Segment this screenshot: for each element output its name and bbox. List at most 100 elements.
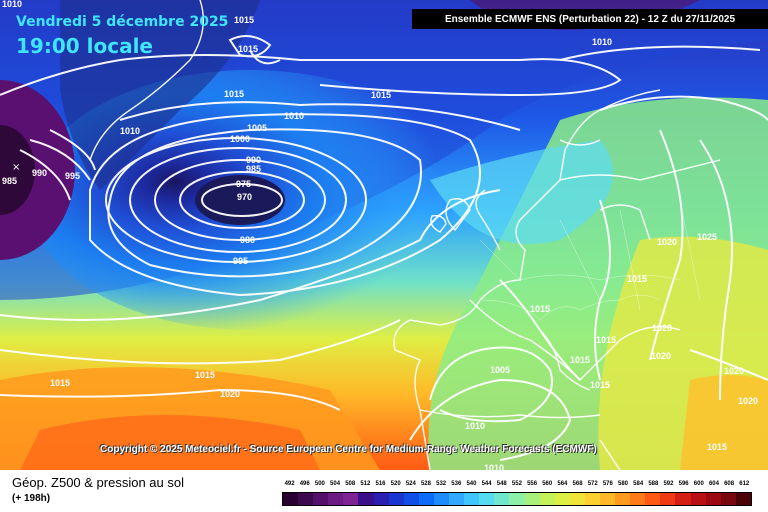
scale-value-532: 532 (436, 481, 447, 487)
label-black-sea-1020: 1020 (738, 396, 758, 406)
scale-value-612: 612 (739, 481, 750, 487)
scale-swatch (298, 493, 314, 505)
label-east-1020: 1020 (651, 351, 671, 361)
label-top-1015: 1015 (234, 15, 254, 25)
scale-swatch (283, 493, 299, 505)
scale-swatch (539, 493, 555, 505)
scale-swatch (328, 493, 344, 505)
color-scale: 492 496 500 504 508 512 516 520 524 528 532 536 540 5… (282, 478, 752, 506)
scale-swatch (569, 493, 585, 505)
label-turkey-1020: 1020 (652, 323, 672, 333)
scale-swatch (660, 493, 676, 505)
label-greenland-1010: 1010 (120, 126, 140, 136)
scale-value-572: 572 (587, 481, 598, 487)
scale-swatch (735, 493, 751, 505)
label-north-atl-1015: 1015 (371, 90, 391, 100)
label-se-1015: 1015 (707, 442, 727, 452)
label-russia-1020: 1020 (657, 237, 677, 247)
scale-value-536: 536 (451, 481, 462, 487)
copyright-notice: Copyright © 2025 Meteociel.fr - Source E… (100, 444, 597, 455)
scale-swatch (509, 493, 525, 505)
scale-swatch (313, 493, 329, 505)
scale-value-512: 512 (360, 481, 371, 487)
label-russia-1025: 1025 (697, 232, 717, 242)
color-scale-labels: 492 496 500 504 508 512 516 520 524 528 532 536 540 5… (282, 478, 752, 490)
scale-swatch (373, 493, 389, 505)
forecast-time: 19:00 locale (16, 34, 153, 58)
scale-value-592: 592 (663, 481, 674, 487)
scale-swatch (358, 493, 374, 505)
variable-title: Géop. Z500 & pression au sol (12, 475, 184, 490)
label-980: 980 (240, 235, 255, 245)
scale-swatch (479, 493, 495, 505)
field-southeast-orange (680, 375, 768, 470)
scale-value-528: 528 (420, 481, 431, 487)
scale-value-548: 548 (496, 481, 507, 487)
label-1005: 1005 (247, 123, 267, 133)
scale-value-508: 508 (345, 481, 356, 487)
scale-swatch (720, 493, 736, 505)
field-west-purple-core (0, 125, 35, 215)
scale-value-564: 564 (557, 481, 568, 487)
scale-swatch (645, 493, 661, 505)
scale-swatch (675, 493, 691, 505)
scale-value-556: 556 (527, 481, 538, 487)
field-light-blue (430, 140, 614, 244)
run-info-banner: Ensemble ECMWF ENS (Perturbation 22) - 1… (412, 9, 768, 29)
label-sw-1015: 1015 (50, 378, 70, 388)
scale-swatch (630, 493, 646, 505)
scale-value-576: 576 (602, 481, 613, 487)
isobars (0, 35, 768, 461)
scale-swatch (524, 493, 540, 505)
field-west-purple-low (0, 80, 75, 260)
label-west-990: 990 (32, 168, 47, 178)
scale-value-544: 544 (481, 481, 492, 487)
color-scale-swatches (282, 492, 752, 506)
scale-swatch (403, 493, 419, 505)
scale-value-516: 516 (375, 481, 386, 487)
scale-value-584: 584 (633, 481, 644, 487)
run-info-text: Ensemble ECMWF ENS (Perturbation 22) - 1… (444, 13, 736, 25)
low-center-marker: × (12, 162, 20, 173)
scale-swatch (388, 493, 404, 505)
scale-swatch (554, 493, 570, 505)
scale-swatch (615, 493, 631, 505)
label-africa-1010: 1010 (484, 463, 504, 470)
field-southwest-red (20, 415, 320, 470)
label-mideast-1020: 1020 (724, 366, 744, 376)
label-1000: 1000 (230, 134, 250, 144)
scale-value-580: 580 (618, 481, 629, 487)
scale-swatch (599, 493, 616, 505)
label-iberia-1010: 1010 (465, 421, 485, 431)
greenland-landmass (60, 0, 260, 190)
label-west-995: 995 (65, 171, 80, 181)
scale-swatch (705, 493, 721, 505)
scale-value-552: 552 (511, 481, 522, 487)
label-iceland-1015: 1015 (238, 44, 258, 54)
scale-value-540: 540 (466, 481, 477, 487)
label-iceland2-1015: 1015 (224, 89, 244, 99)
label-france-1015: 1015 (530, 304, 550, 314)
scale-swatch (690, 493, 706, 505)
scale-value-596: 596 (678, 481, 689, 487)
scale-value-500: 500 (314, 481, 325, 487)
label-azores-1020: 1020 (220, 389, 240, 399)
label-975: 975 (236, 179, 251, 189)
scale-value-520: 520 (390, 481, 401, 487)
label-ukraine-1015: 1015 (627, 274, 647, 284)
label-mid-1010: 1010 (284, 111, 304, 121)
label-985: 985 (246, 164, 261, 174)
scale-value-504: 504 (330, 481, 341, 487)
forecast-map: 1015 1010 1010 1015 1015 1015 1010 1005 … (0, 0, 768, 470)
scale-value-496: 496 (299, 481, 310, 487)
label-990: 990 (246, 155, 261, 165)
scale-swatch (343, 493, 359, 505)
country-borders (479, 199, 701, 321)
scale-value-588: 588 (648, 481, 659, 487)
lead-time: (+ 198h) (12, 493, 51, 504)
label-iberia-1005: 1005 (490, 365, 510, 375)
scale-value-524: 524 (405, 481, 416, 487)
forecast-date: Vendredi 5 décembre 2025 (16, 14, 229, 30)
scale-swatch (433, 493, 450, 505)
scale-swatch (494, 493, 510, 505)
